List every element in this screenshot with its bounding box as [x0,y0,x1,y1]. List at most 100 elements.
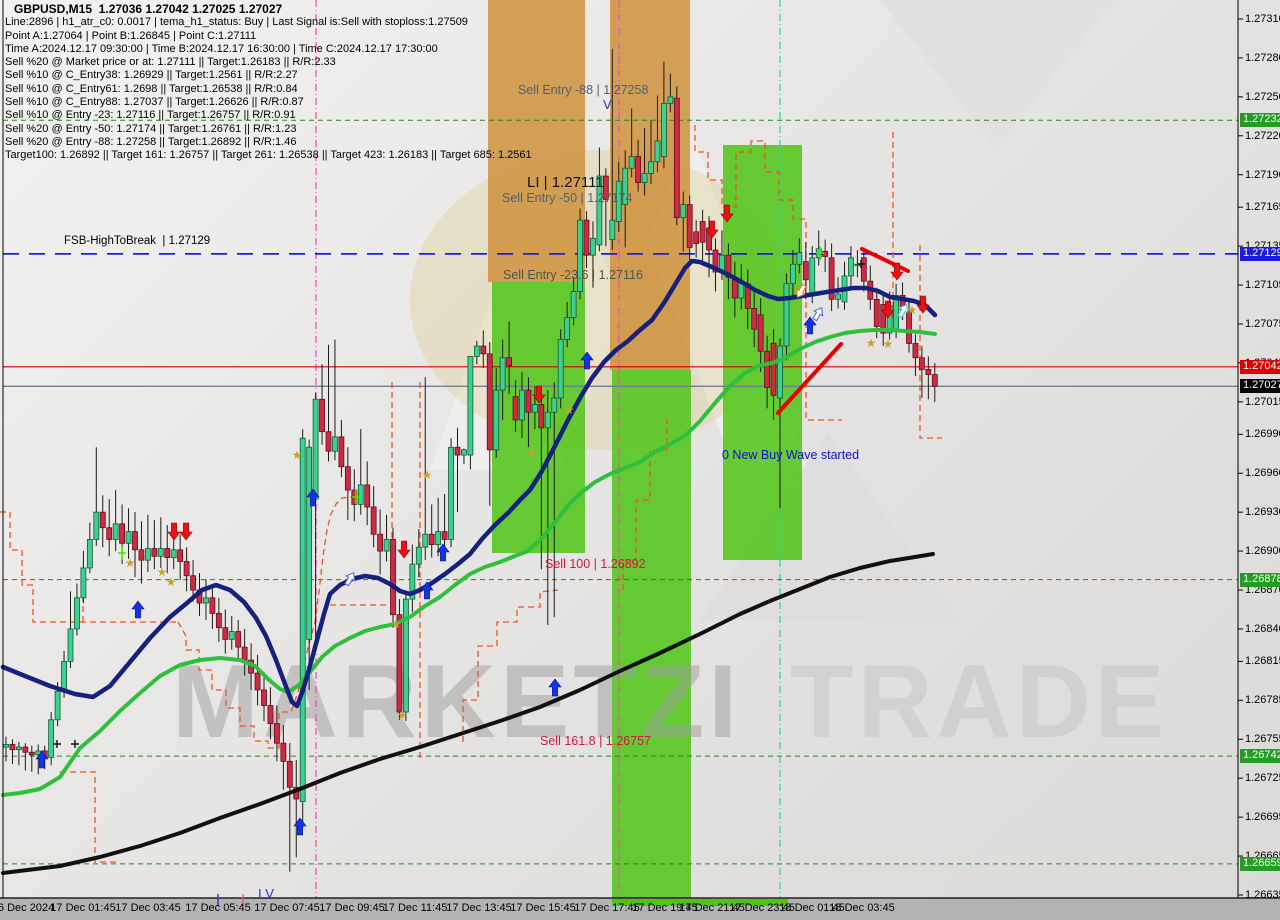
ma-slow-black [1,552,935,875]
candle-bear [132,531,138,551]
price-tick-label: 1.26900 [1245,545,1280,558]
candle-bear [931,374,938,387]
star-marker-icon: ★ [866,336,877,350]
candle-bear [209,597,216,614]
candle-bull [615,180,622,222]
price-tick-label: 1.27280 [1245,51,1280,64]
candle-bear [241,646,248,661]
signal-info-line: Sell %20 @ Market price or at: 1.27111 |… [5,56,336,69]
candle-bear [261,689,267,706]
time-tick-label: 17 Dec 15:45 [510,902,576,914]
chart-annotation: 0 New Buy Wave started [722,448,860,462]
price-tick-label: 1.27190 [1245,168,1280,181]
price-tick-label: 1.27165 [1245,201,1280,214]
brand-watermark: TRADE [790,644,1168,760]
candle-bull [796,252,803,265]
candle-bull [61,661,67,692]
time-tick-label: 17 Dec 01:45 [50,902,116,914]
candle-bear [106,527,113,540]
candle-bear [822,250,829,257]
candle-bull [409,563,416,600]
candle-bear [377,533,384,552]
candle-bull [809,257,816,296]
sell-arrow-icon [890,262,904,281]
doji-marker-icon [53,740,61,748]
candle-bear [906,311,912,344]
candle-bull [415,546,422,565]
star-marker-icon: ★ [292,448,303,462]
trendline[interactable] [776,342,843,415]
candle-bull [641,173,648,183]
atr-trailing-line [462,589,559,742]
star-marker-icon: ★ [125,556,136,570]
candle-bear [325,431,332,452]
price-tick-label: 1.26725 [1245,772,1280,785]
candle-bear [344,466,351,491]
candle-bull [112,523,119,540]
candle-bear [699,221,706,243]
candle-bear [770,343,777,396]
time-tick-label: 18 Dec 03:45 [829,902,895,914]
candle-bull [577,219,583,292]
candle-bull [383,539,390,552]
candle-bear [190,575,196,591]
star-marker-icon: ★ [883,337,894,351]
candle-bear [486,353,493,451]
price-tick-label: 1.26695 [1245,811,1280,824]
price-tick-label: 1.26785 [1245,694,1280,707]
signal-zone-band [488,0,585,282]
time-tick-label: 17 Dec 07:45 [254,902,320,914]
candle-bull [532,404,538,413]
candle-bear [99,511,106,529]
candle-bull [493,389,500,451]
time-tick-label: 17 Dec 17:45 [574,902,640,914]
candle-bull [357,484,364,505]
candle-bull [3,744,9,748]
doji-marker-icon [857,260,865,268]
logo-watermark-shape [700,432,958,620]
plus-marker-icon [352,490,360,504]
candle-bull [125,531,132,544]
trendline[interactable] [860,247,910,273]
chart-annotation: V [603,97,612,112]
candle-bull [312,398,319,500]
candle-bull [86,539,93,569]
candle-bear [390,539,396,616]
candle-bull [654,140,661,163]
time-tick-label: 17 Dec 21:45 [679,902,745,914]
time-tick-label: 17 Dec 13:45 [446,902,512,914]
candle-bear [235,631,242,648]
sell-arrow-icon [179,522,193,541]
candle-bear [480,345,487,355]
candle-bear [254,672,261,691]
star-marker-icon: ★ [166,575,177,589]
candle-bear [119,523,125,544]
star-marker-icon: ★ [157,565,168,579]
price-tick-label: 1.27250 [1245,90,1280,103]
candle-bull [448,446,454,540]
price-badge: 1.26659 [1240,856,1280,871]
candle-bull [551,397,558,413]
candle-bull [835,293,841,300]
ma-fast-green [1,328,937,797]
buy-arrow-icon [548,678,562,697]
price-tick-label: 1.27310 [1245,13,1280,25]
candle-bear [151,548,158,557]
candle-bear [751,308,758,330]
atr-trailing-line [60,771,120,863]
candle-bear [454,446,461,456]
time-tick-label: 17 Dec 05:45 [185,902,251,914]
sell-arrow-icon [532,385,546,404]
candle-bull [203,597,209,604]
plus-marker-icon [118,546,126,560]
price-badge: 1.27129 [1240,246,1280,261]
price-axis[interactable]: 1.27310 1.27280 1.27250 1.27220 1.27190 1.271… [1239,0,1280,901]
candle-bear [525,389,532,413]
time-tick-label: 17 Dec 03:45 [115,902,181,914]
candle-bull [74,597,80,630]
candle-bull [473,345,480,357]
candle-bear [177,549,184,562]
price-tick-label: 1.27105 [1245,279,1280,292]
